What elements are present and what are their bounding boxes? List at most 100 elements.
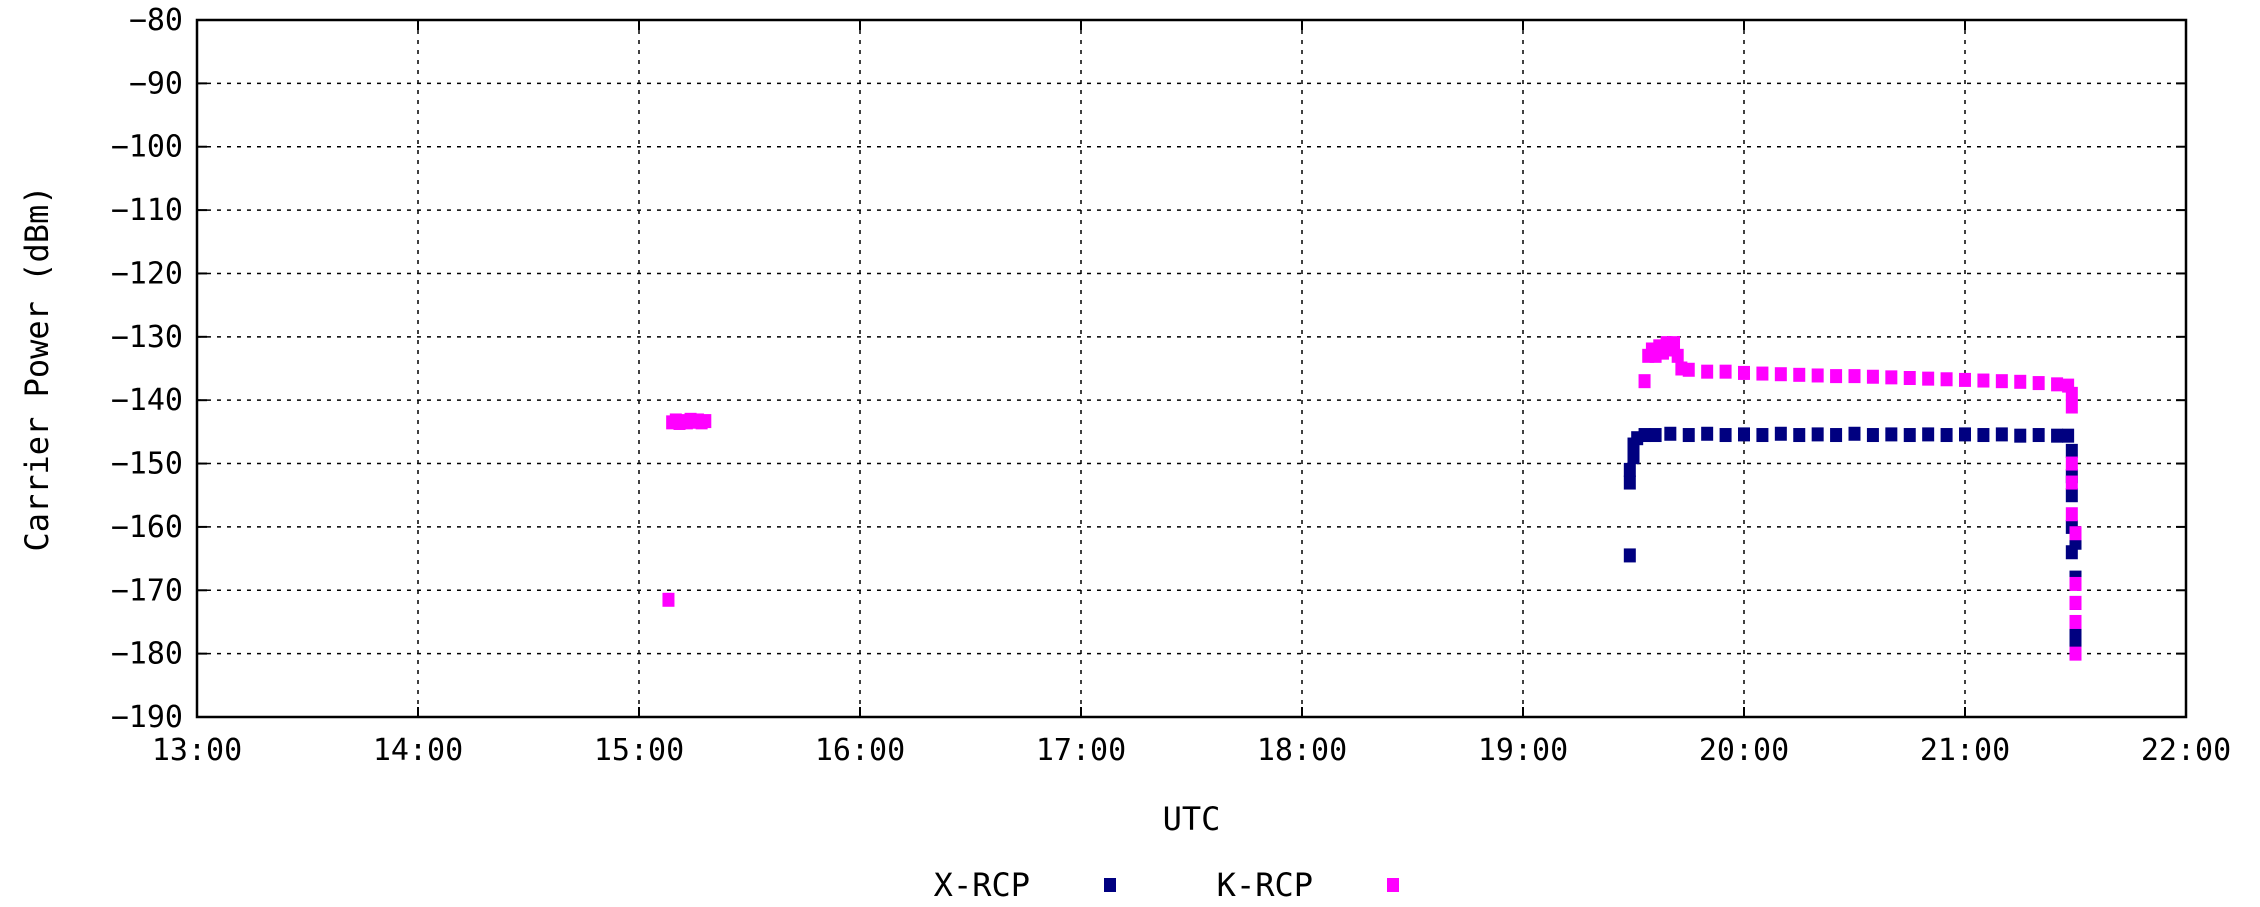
legend-marker-k-rcp — [1387, 878, 1399, 892]
data-point — [2065, 399, 2078, 414]
data-point — [1793, 428, 1806, 443]
data-point — [2014, 428, 2027, 443]
data-point — [1719, 364, 1732, 379]
y-tick-label: −150 — [111, 447, 183, 482]
x-tick-label: 18:00 — [1257, 733, 1347, 768]
data-point — [2065, 507, 2078, 522]
data-point — [2069, 526, 2082, 541]
data-point — [1719, 428, 1732, 443]
data-point — [1848, 369, 1861, 384]
y-tick-label: −160 — [111, 510, 183, 545]
y-tick-label: −190 — [111, 700, 183, 735]
data-point — [2062, 428, 2075, 443]
data-point — [2032, 376, 2045, 391]
data-point — [2065, 456, 2078, 471]
data-point — [2065, 386, 2078, 401]
data-point — [1811, 368, 1824, 383]
data-point — [2051, 377, 2064, 392]
x-tick-label: 17:00 — [1036, 733, 1126, 768]
data-point — [2032, 428, 2045, 443]
x-tick-label: 16:00 — [815, 733, 905, 768]
legend: X-RCP K-RCP — [934, 866, 1399, 904]
data-point — [1959, 427, 1971, 442]
data-point — [1671, 348, 1684, 363]
legend-label-x-rcp: X-RCP — [934, 866, 1030, 904]
x-tick-label: 20:00 — [1699, 733, 1789, 768]
data-point — [1848, 426, 1861, 441]
data-point — [1623, 475, 1636, 490]
legend-marker-x-rcp — [1104, 878, 1116, 892]
x-axis-title: UTC — [1163, 800, 1221, 838]
data-point — [1977, 373, 1990, 388]
data-point — [1977, 428, 1990, 443]
y-axis-title: Carrier Power (dBm) — [18, 185, 56, 551]
series-x-rcp — [1623, 426, 2082, 658]
data-point — [1830, 369, 1843, 384]
x-tick-label: 15:00 — [594, 733, 684, 768]
data-point — [1922, 427, 1935, 442]
data-point — [2069, 614, 2082, 629]
data-point — [1811, 427, 1824, 442]
data-point — [1682, 362, 1695, 377]
y-tick-label: −130 — [111, 320, 183, 355]
data-point — [1756, 366, 1769, 381]
plot-frame — [195, 18, 2188, 719]
data-point — [1701, 364, 1714, 379]
data-point — [2051, 428, 2064, 443]
data-point — [1638, 428, 1651, 443]
y-tick-label: −80 — [129, 3, 183, 38]
y-tick-label: −110 — [111, 193, 183, 228]
legend-label-k-rcp: K-RCP — [1217, 866, 1313, 904]
y-tick-label: −140 — [111, 383, 183, 418]
y-tick-label: −100 — [111, 130, 183, 165]
data-point — [2069, 646, 2082, 661]
axis-ticks: 13:00 14:00 15:00 16:00 17:00 18:00 19:00 20:00… — [111, 3, 2231, 768]
data-point — [1995, 374, 2008, 389]
data-point — [1649, 428, 1662, 443]
data-point — [1756, 428, 1769, 443]
data-point — [1940, 428, 1953, 443]
data-point — [1995, 427, 2008, 442]
data-point — [1774, 426, 1787, 441]
data-point — [1830, 428, 1843, 443]
gridlines — [197, 20, 2186, 717]
y-tick-label: −90 — [129, 66, 183, 101]
data-point — [1793, 367, 1806, 382]
data-point — [1623, 548, 1636, 563]
y-tick-label: −120 — [111, 256, 183, 291]
data-point — [1664, 426, 1677, 441]
data-point — [2065, 443, 2078, 458]
data-point — [1959, 372, 1971, 387]
x-tick-label: 22:00 — [2141, 733, 2231, 768]
data-point — [1701, 426, 1714, 441]
data-point — [1940, 372, 1953, 387]
data-points — [662, 336, 2082, 661]
data-point — [2014, 374, 2027, 389]
data-point — [699, 414, 712, 429]
x-tick-label: 14:00 — [373, 733, 463, 768]
data-point — [1738, 427, 1750, 442]
data-point — [1903, 371, 1916, 386]
data-point — [2065, 488, 2078, 503]
data-point — [1682, 428, 1695, 443]
x-tick-label: 21:00 — [1920, 733, 2010, 768]
data-point — [1922, 371, 1935, 386]
x-tick-label: 13:00 — [152, 733, 242, 768]
x-tick-label: 19:00 — [1478, 733, 1568, 768]
data-point — [1866, 369, 1879, 384]
y-tick-label: −170 — [111, 573, 183, 608]
data-point — [1668, 336, 1681, 351]
data-point — [1885, 427, 1898, 442]
data-point — [2069, 595, 2082, 610]
data-point — [1774, 367, 1787, 382]
data-point — [1885, 370, 1898, 385]
data-point — [1866, 428, 1879, 443]
data-point — [1638, 374, 1651, 389]
data-point — [1623, 462, 1636, 477]
y-tick-label: −180 — [111, 637, 183, 672]
data-point — [1627, 450, 1640, 465]
data-point — [2065, 475, 2078, 490]
series-k-rcp — [662, 336, 2082, 661]
data-point — [662, 592, 675, 607]
